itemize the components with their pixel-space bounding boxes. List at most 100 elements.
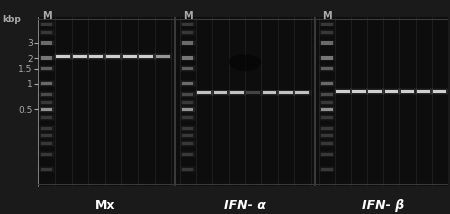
Bar bbox=[180, 125, 196, 132]
Bar bbox=[180, 80, 196, 87]
Bar bbox=[41, 56, 52, 59]
Bar bbox=[320, 107, 334, 112]
Bar bbox=[246, 91, 260, 94]
Bar bbox=[181, 126, 195, 131]
Bar bbox=[415, 89, 432, 94]
Bar bbox=[278, 91, 294, 95]
Bar bbox=[40, 56, 54, 61]
Bar bbox=[41, 127, 52, 130]
Bar bbox=[385, 90, 398, 93]
Bar bbox=[181, 30, 195, 35]
Bar bbox=[319, 132, 335, 138]
Bar bbox=[88, 54, 105, 59]
Bar bbox=[38, 80, 55, 87]
Bar bbox=[320, 66, 334, 71]
Bar bbox=[320, 100, 334, 105]
Bar bbox=[182, 101, 194, 104]
Bar bbox=[321, 116, 333, 119]
Bar bbox=[352, 90, 366, 93]
Bar bbox=[320, 141, 334, 146]
Bar bbox=[319, 166, 335, 172]
Bar bbox=[182, 127, 194, 130]
Bar bbox=[335, 89, 351, 94]
Bar bbox=[398, 88, 417, 95]
Bar bbox=[181, 81, 195, 86]
Bar bbox=[40, 66, 54, 71]
Bar bbox=[87, 53, 106, 59]
Bar bbox=[40, 30, 54, 35]
Bar bbox=[41, 93, 52, 96]
Bar bbox=[182, 56, 194, 59]
Bar bbox=[40, 152, 54, 156]
Bar bbox=[214, 91, 227, 94]
Bar bbox=[181, 115, 195, 120]
Bar bbox=[320, 92, 334, 97]
Bar bbox=[41, 108, 52, 111]
Bar bbox=[320, 30, 334, 35]
Bar bbox=[155, 54, 171, 59]
Bar bbox=[197, 91, 211, 94]
Bar bbox=[38, 99, 55, 106]
Bar bbox=[40, 167, 54, 172]
Bar bbox=[230, 91, 244, 94]
Bar bbox=[321, 108, 333, 111]
Bar bbox=[41, 153, 52, 156]
Bar bbox=[182, 108, 194, 111]
Bar bbox=[321, 22, 333, 26]
Bar bbox=[320, 133, 334, 138]
Bar bbox=[319, 55, 335, 61]
Bar bbox=[320, 40, 334, 45]
Bar bbox=[41, 116, 52, 119]
Bar bbox=[38, 132, 55, 138]
Bar bbox=[56, 55, 70, 58]
Bar bbox=[334, 88, 352, 95]
Bar bbox=[180, 99, 196, 106]
Bar bbox=[38, 91, 55, 98]
Bar bbox=[320, 22, 334, 27]
Bar bbox=[122, 54, 138, 59]
Bar bbox=[55, 54, 72, 59]
Bar bbox=[41, 142, 52, 145]
Bar bbox=[41, 82, 52, 85]
Bar bbox=[244, 89, 262, 96]
Bar bbox=[41, 134, 52, 137]
Bar bbox=[196, 91, 212, 95]
Text: IFN- α: IFN- α bbox=[224, 199, 266, 212]
Bar bbox=[181, 133, 195, 138]
Bar bbox=[54, 53, 72, 59]
Bar bbox=[182, 134, 194, 137]
Bar bbox=[263, 91, 276, 94]
Bar bbox=[321, 56, 333, 59]
Bar bbox=[41, 22, 52, 26]
Bar bbox=[432, 89, 448, 94]
Bar bbox=[40, 40, 54, 45]
Bar bbox=[321, 134, 333, 137]
Bar bbox=[319, 29, 335, 36]
Bar bbox=[212, 91, 229, 95]
Bar bbox=[321, 42, 333, 45]
Bar bbox=[383, 89, 399, 94]
Bar bbox=[182, 31, 194, 34]
Text: M: M bbox=[322, 11, 332, 21]
Bar bbox=[351, 89, 367, 94]
Bar bbox=[296, 91, 309, 94]
Bar bbox=[321, 82, 333, 85]
Bar bbox=[431, 88, 449, 95]
Bar bbox=[40, 133, 54, 138]
Bar bbox=[319, 80, 335, 87]
Bar bbox=[180, 55, 196, 61]
Bar bbox=[40, 81, 54, 86]
Bar bbox=[180, 40, 196, 46]
Bar bbox=[180, 65, 196, 72]
Bar bbox=[41, 67, 52, 70]
Bar bbox=[321, 153, 333, 156]
Text: IFN- β: IFN- β bbox=[362, 199, 405, 212]
Bar bbox=[140, 55, 153, 58]
Bar bbox=[182, 142, 194, 145]
Bar bbox=[181, 22, 195, 27]
Bar bbox=[38, 140, 55, 147]
Bar bbox=[319, 151, 335, 158]
Bar bbox=[40, 126, 54, 131]
Bar bbox=[180, 166, 196, 172]
Bar bbox=[182, 93, 194, 96]
